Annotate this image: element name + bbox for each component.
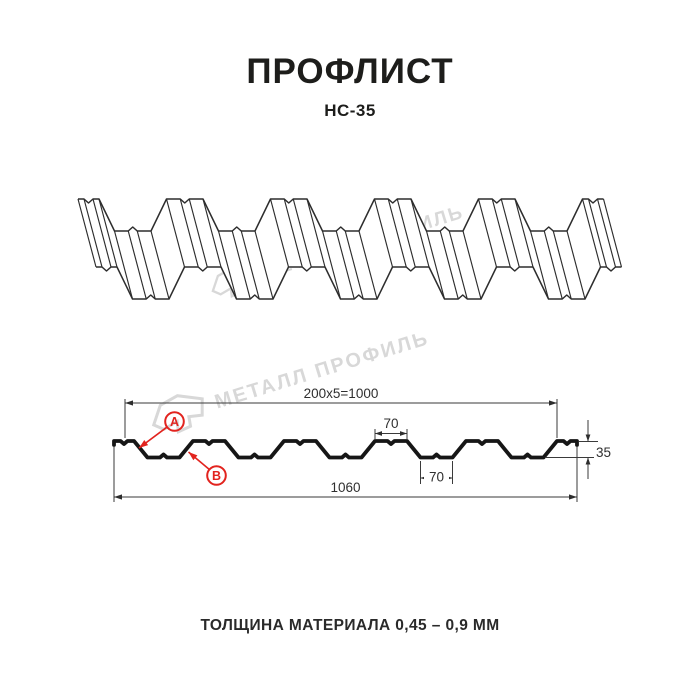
dimension-trough-width: 70 [420,461,453,485]
dim-label-total-width: 1060 [330,480,360,495]
page-title: ПРОФЛИСТ [246,52,454,91]
dimension-crest-width: 70 [374,416,408,439]
callout-a: A [138,411,185,449]
iso-wireframe [77,198,623,300]
dimension-total-width: 1060 [113,446,578,502]
cross-section-profile [112,439,579,460]
dimension-module-width: 200x5=1000 [124,386,558,438]
callout-a-letter: A [170,415,179,429]
dim-label-trough-width: 70 [429,470,444,485]
dim-label-crest-width: 70 [383,416,398,431]
dim-label-height: 35 [596,445,611,460]
thickness-note: ТОЛЩИНА МАТЕРИАЛА 0,45 – 0,9 ММ [200,617,500,634]
callout-b-letter: B [212,469,221,483]
dimension-height: 35 [545,420,611,479]
product-code: НС-35 [324,101,376,120]
callout-b: B [187,451,227,486]
dim-label-module-width: 200x5=1000 [304,386,379,401]
